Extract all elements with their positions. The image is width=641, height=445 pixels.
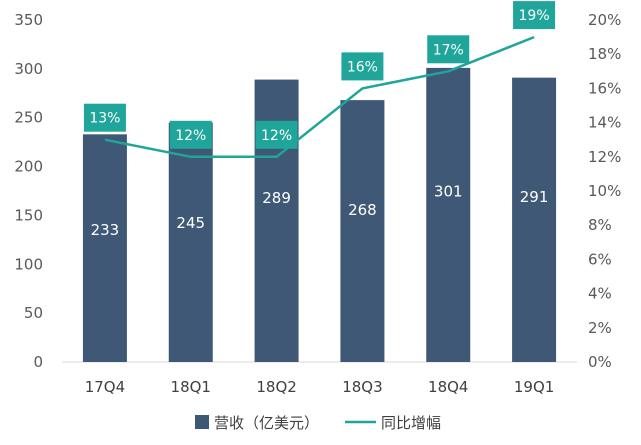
category-label: 19Q1 (514, 378, 554, 396)
bar-value-label: 291 (520, 188, 549, 206)
right-axis-tick-label: 8% (588, 216, 612, 234)
bar-value-label: 289 (262, 189, 291, 207)
category-label: 17Q4 (85, 378, 125, 396)
left-axis-tick-label: 300 (14, 60, 43, 78)
category-label: 18Q2 (256, 378, 296, 396)
growth-value-label: 12% (175, 128, 206, 144)
bar-revenue (512, 77, 557, 362)
legend-label-revenue: 营收（亿美元） (214, 414, 319, 432)
growth-label-box (83, 103, 126, 132)
right-axis-tick-label: 2% (588, 319, 612, 337)
growth-label-box (169, 120, 212, 149)
category-label: 18Q3 (342, 378, 382, 396)
bar-value-label: 233 (91, 221, 120, 239)
bar-value-label: 268 (348, 201, 377, 219)
growth-label-box (255, 120, 298, 149)
growth-label-box (341, 52, 384, 81)
category-label: 18Q4 (428, 378, 468, 396)
left-axis-tick-label: 200 (14, 158, 43, 176)
bar-revenue (82, 134, 127, 362)
legend-label-growth: 同比增幅 (381, 414, 441, 432)
category-label: 18Q1 (171, 378, 211, 396)
right-axis-tick-label: 4% (588, 285, 612, 303)
left-axis-tick-label: 150 (14, 206, 43, 224)
growth-label-box (513, 1, 556, 30)
right-axis-tick-label: 6% (588, 250, 612, 268)
right-axis-tick-label: 14% (588, 114, 621, 132)
legend-swatch-revenue (195, 415, 209, 429)
bar-revenue (168, 122, 213, 362)
growth-value-label: 13% (89, 111, 120, 127)
growth-label-box (427, 35, 470, 64)
bar-revenue (340, 100, 385, 362)
left-axis-tick-label: 0 (33, 353, 43, 371)
bar-revenue (426, 67, 471, 362)
right-axis-tick-label: 10% (588, 182, 621, 200)
growth-value-label: 16% (347, 59, 378, 75)
right-axis-tick-label: 12% (588, 148, 621, 166)
growth-value-label: 19% (519, 8, 550, 24)
left-axis-tick-label: 50 (24, 304, 43, 322)
right-axis-tick-label: 18% (588, 45, 621, 63)
right-axis-tick-label: 16% (588, 79, 621, 97)
growth-value-label: 17% (433, 42, 464, 58)
bar-value-label: 301 (434, 182, 463, 200)
bar-value-label: 245 (176, 214, 205, 232)
left-axis-tick-label: 250 (14, 109, 43, 127)
growth-value-label: 12% (261, 128, 292, 144)
left-axis-tick-label: 100 (14, 255, 43, 273)
left-axis-tick-label: 350 (14, 11, 43, 29)
right-axis-tick-label: 20% (588, 11, 621, 29)
right-axis-tick-label: 0% (588, 353, 612, 371)
growth-line (104, 35, 535, 159)
